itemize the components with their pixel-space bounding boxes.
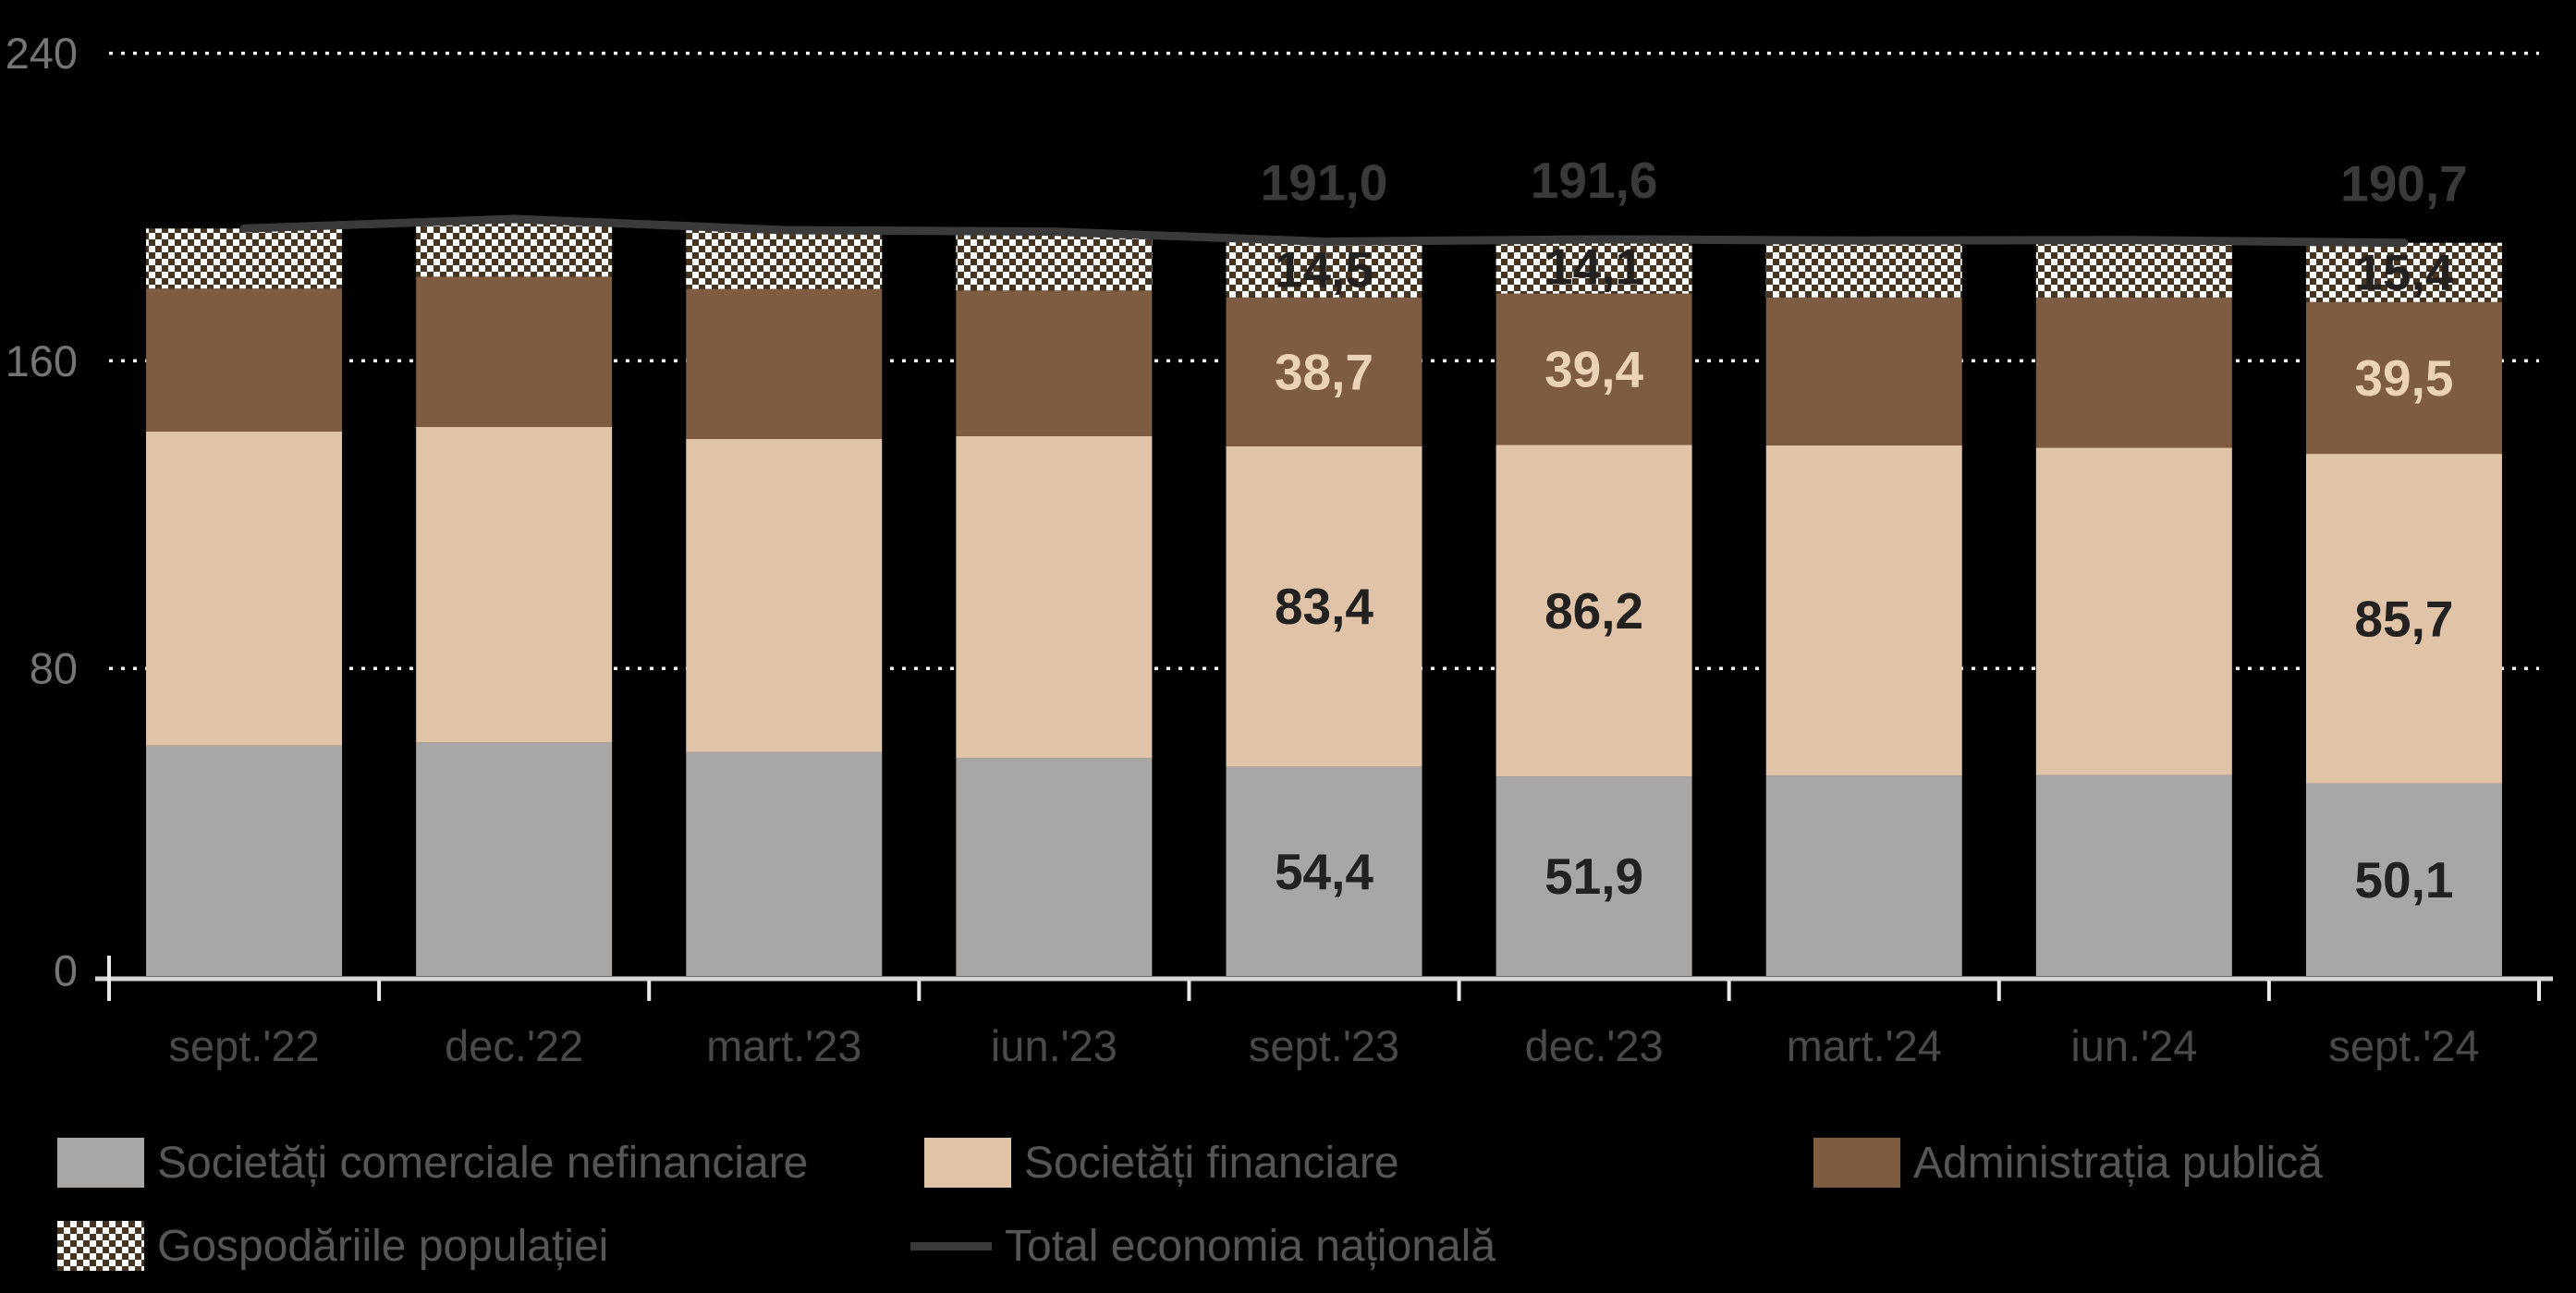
legend-swatch-tan <box>924 1138 1011 1188</box>
bar-segment <box>416 426 613 743</box>
x-axis-label: sept.'24 <box>2328 1021 2479 1070</box>
total-value-label: 191,0 <box>1261 153 1388 211</box>
legend-label: Societăți financiare <box>1024 1138 1399 1188</box>
segment-value-label: 86,2 <box>1544 582 1643 640</box>
legend-item-administratia-publica: Administrația publică <box>1813 1137 2323 1189</box>
total-value-label: 191,6 <box>1531 152 1658 209</box>
x-axis-label: iun.'23 <box>991 1021 1117 1070</box>
bar-segment <box>1496 776 1692 976</box>
bar-segment <box>956 758 1153 976</box>
bar-segment <box>1765 297 1962 445</box>
bar-segment <box>956 290 1153 436</box>
y-axis-label: 240 <box>6 29 78 78</box>
bar-segment <box>1226 766 1422 976</box>
segment-value-label: 15,4 <box>2354 244 2453 301</box>
x-axis-label: mart.'24 <box>1787 1021 1942 1070</box>
legend-swatch-gray <box>57 1138 144 1188</box>
bar-segment <box>1765 775 1962 976</box>
legend-swatch-line <box>910 1241 992 1250</box>
legend-label: Gospodăriile populației <box>157 1221 609 1271</box>
segment-value-label: 50,1 <box>2354 851 2453 909</box>
bar-segment <box>2305 783 2502 976</box>
legend-item-societati-comerciale: Societăți comerciale nefinanciare <box>57 1137 808 1189</box>
legend-swatch-brown <box>1813 1138 1900 1188</box>
segment-value-label: 39,5 <box>2354 349 2453 407</box>
segment-value-label: 14,5 <box>1275 241 1373 299</box>
bar-segment <box>1226 297 1422 446</box>
bar-segment <box>1765 445 1962 776</box>
bar-segment <box>686 438 883 752</box>
bar-segment <box>2305 301 2502 455</box>
y-axis-label: 0 <box>54 946 78 995</box>
bar-segment <box>1226 241 1422 298</box>
bar-segment <box>2035 447 2232 775</box>
x-axis-label: sept.'22 <box>168 1021 319 1070</box>
segment-value-label: 85,7 <box>2354 590 2453 647</box>
y-axis-label: 80 <box>30 644 78 693</box>
bar-segment <box>1496 445 1692 777</box>
x-axis-label: dec.'23 <box>1525 1021 1664 1070</box>
segment-value-label: 54,4 <box>1275 843 1373 900</box>
bar-segment <box>1496 293 1692 445</box>
bar-segment <box>1765 240 1962 298</box>
bar-segment <box>956 231 1153 291</box>
legend-item-gospodariile-populatiei: Gospodăriile populației <box>57 1220 608 1272</box>
bar-segment <box>146 745 343 976</box>
segment-value-label: 14,1 <box>1544 238 1643 295</box>
legend-label: Total economia națională <box>1005 1221 1496 1271</box>
total-value-label: 190,7 <box>2340 155 2468 213</box>
bar-segment <box>416 218 613 277</box>
legend-swatch-checker <box>57 1221 144 1271</box>
segment-value-label: 39,4 <box>1544 341 1643 398</box>
bar-segment <box>146 228 343 289</box>
bar-segment <box>416 742 613 976</box>
bar-segment <box>956 435 1153 759</box>
bar-segment <box>686 751 883 976</box>
x-axis-label: iun.'24 <box>2070 1021 2197 1070</box>
bar-segment <box>1496 238 1692 294</box>
bar-segment <box>686 288 883 439</box>
legend-item-total-economia: Total economia națională <box>910 1220 1496 1272</box>
bar-segment <box>2305 242 2502 302</box>
bar-segment <box>2035 239 2232 298</box>
bar-segment <box>416 276 613 427</box>
bar-segment <box>2305 454 2502 784</box>
legend-label: Societăți comerciale nefinanciare <box>157 1138 809 1188</box>
x-axis-label: dec.'22 <box>445 1021 583 1070</box>
legend-item-societati-financiare: Societăți financiare <box>924 1137 1399 1189</box>
bar-segment <box>146 288 343 432</box>
segment-value-label: 38,7 <box>1275 343 1373 400</box>
x-axis-label: sept.'23 <box>1249 1021 1399 1070</box>
bar-segment <box>1226 445 1422 767</box>
segment-value-label: 83,4 <box>1275 578 1373 635</box>
total-line <box>239 214 2409 248</box>
segment-value-label: 51,9 <box>1544 848 1643 905</box>
y-axis-label: 160 <box>6 336 78 385</box>
bar-segment <box>146 431 343 746</box>
x-axis-label: mart.'23 <box>706 1021 861 1070</box>
legend-label: Administrația publică <box>1913 1138 2323 1188</box>
bar-segment <box>2035 297 2232 448</box>
bar-segment <box>2035 775 2232 976</box>
bar-segment <box>686 229 883 289</box>
